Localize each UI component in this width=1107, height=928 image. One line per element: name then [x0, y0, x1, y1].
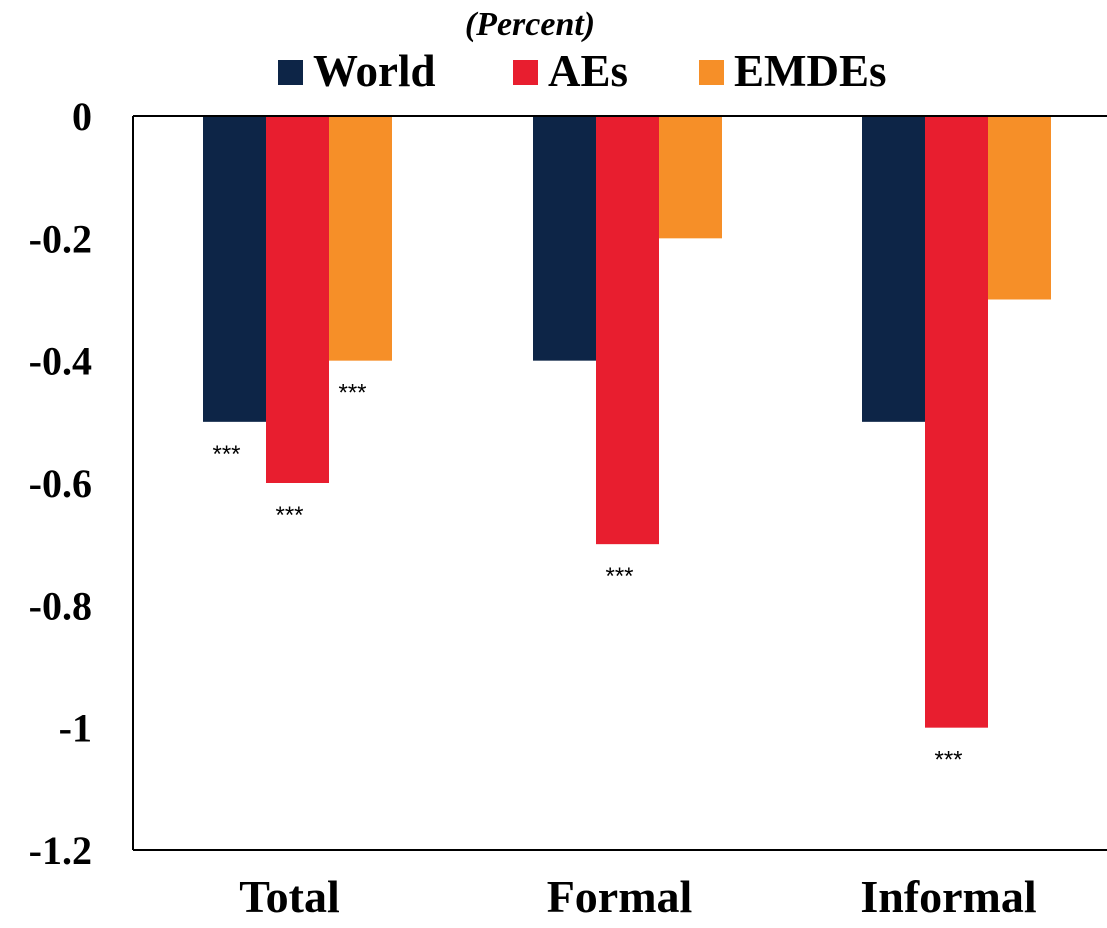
legend-swatch-emdes: [699, 60, 724, 85]
bar-total-world: [203, 116, 266, 422]
bar-informal-emdes: [988, 116, 1051, 300]
y-axis-ticks: 0 -0.2 -0.4 -0.6 -0.8 -1 -1.2: [29, 94, 92, 873]
x-axis-labels: Total Formal Informal: [239, 871, 1036, 922]
y-tick-label: -1: [59, 706, 92, 751]
y-tick-label: -0.8: [29, 583, 92, 628]
significance-label: ***: [212, 441, 240, 468]
bar-formal-emdes: [659, 116, 722, 239]
y-tick-label: -1.2: [29, 828, 92, 873]
legend-label-aes: AEs: [548, 46, 628, 96]
y-tick-label: -0.4: [29, 339, 92, 384]
category-label-formal: Formal: [547, 871, 693, 922]
bar-formal-world: [533, 116, 596, 361]
significance-labels: *** *** *** *** ***: [212, 380, 962, 774]
legend-swatch-world: [278, 60, 303, 85]
significance-label: ***: [605, 563, 633, 590]
y-tick-label: -0.2: [29, 216, 92, 261]
bar-total-aes: [266, 116, 329, 483]
significance-label: ***: [275, 502, 303, 529]
y-tick-label: 0: [72, 94, 92, 139]
y-tick-label: -0.6: [29, 461, 92, 506]
chart-subtitle: (Percent): [465, 6, 595, 43]
bars: [203, 116, 1051, 728]
bar-formal-aes: [596, 116, 659, 545]
bar-informal-aes: [925, 116, 988, 728]
bar-total-emdes: [329, 116, 392, 361]
legend-label-world: World: [313, 46, 436, 96]
legend: World AEs EMDEs: [278, 46, 887, 96]
significance-label: ***: [934, 747, 962, 774]
plot-frame: [132, 115, 1107, 851]
legend-label-emdes: EMDEs: [734, 46, 887, 96]
category-label-informal: Informal: [860, 871, 1036, 922]
legend-swatch-aes: [513, 60, 538, 85]
category-label-total: Total: [239, 871, 340, 922]
bar-informal-world: [862, 116, 925, 422]
significance-label: ***: [338, 380, 366, 407]
